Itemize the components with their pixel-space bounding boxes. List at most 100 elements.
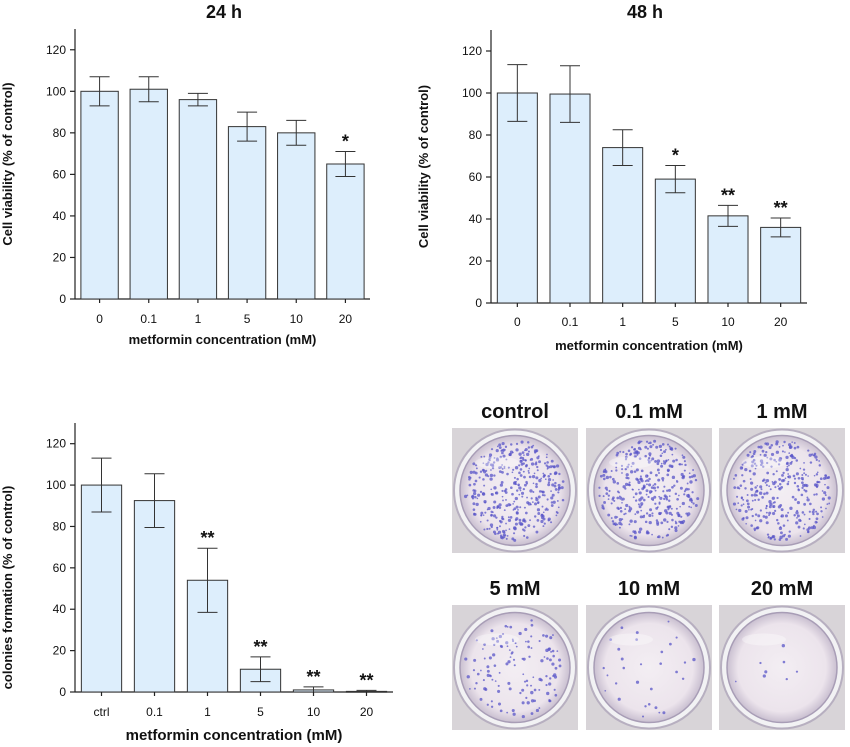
colony-dot <box>751 508 754 510</box>
colony-dot <box>744 487 747 490</box>
colony-dot <box>538 677 542 682</box>
colony-dot <box>538 707 541 710</box>
colony-dot <box>536 465 539 469</box>
colony-dot <box>821 497 826 501</box>
colony-dot <box>665 498 669 501</box>
colony-dot <box>778 446 781 448</box>
colony-dot <box>473 658 477 662</box>
colony-dot <box>772 501 775 504</box>
colony-dot <box>765 521 769 525</box>
colony-dot <box>795 670 799 673</box>
colony-dot <box>622 451 625 454</box>
colony-dot <box>538 639 541 643</box>
colony-dot <box>758 491 763 495</box>
colony-dot <box>631 488 634 491</box>
colony-dot <box>551 493 555 497</box>
colony-dot <box>801 486 804 490</box>
colony-dot <box>521 528 525 531</box>
colony-dot <box>484 511 487 514</box>
colony-dot <box>520 462 524 466</box>
colony-dot <box>639 663 643 666</box>
colony-dot <box>618 526 621 529</box>
bar <box>496 92 538 304</box>
colony-dot <box>681 677 685 681</box>
x-tick-label: 1 <box>195 312 202 326</box>
colony-dot <box>801 481 804 485</box>
colony-dot <box>604 689 607 692</box>
bar <box>654 178 696 304</box>
colony-dot <box>688 505 691 508</box>
colony-dot <box>619 506 623 510</box>
colony-dot <box>770 465 773 468</box>
dish-glare <box>609 456 653 469</box>
colony-dot <box>598 494 601 498</box>
colony-dot <box>521 688 525 692</box>
colony-dot <box>508 687 512 691</box>
colony-dot <box>506 534 509 537</box>
colony-dot <box>519 489 522 492</box>
colony-dot <box>498 519 502 523</box>
colony-dot <box>472 508 476 511</box>
colony-dot <box>507 518 512 522</box>
significance-marker: * <box>672 145 679 165</box>
colony-dot <box>692 502 695 505</box>
colony-dot <box>606 674 609 677</box>
colony-dot <box>765 507 768 510</box>
colony-dot <box>530 635 533 638</box>
colony-dot <box>547 517 551 521</box>
colony-dot <box>820 506 823 509</box>
dish-medium <box>593 611 705 724</box>
colony-dot <box>492 506 496 509</box>
colony-dot <box>674 447 677 450</box>
colony-dot <box>619 509 623 513</box>
colony-dot <box>561 498 565 502</box>
colony-dot <box>523 475 526 479</box>
colony-dot <box>656 459 661 463</box>
colony-dot <box>530 684 533 687</box>
colony-dot <box>753 462 757 465</box>
colony-dot <box>552 654 555 658</box>
colony-dot <box>554 693 558 697</box>
colony-dot <box>654 489 657 492</box>
colony-dot <box>671 518 674 522</box>
colony-dot <box>549 677 552 680</box>
colony-dot <box>482 514 485 517</box>
colony-dot <box>477 493 481 497</box>
colony-dot <box>684 489 687 491</box>
colony-dot <box>475 464 478 467</box>
colony-dot <box>464 657 468 661</box>
colony-dot <box>518 518 522 522</box>
colony-dot <box>541 505 544 508</box>
colony-dot <box>744 461 747 464</box>
colony-dot <box>469 470 473 475</box>
colony-dot <box>543 522 546 525</box>
colony-dot <box>486 519 489 522</box>
colony-dot <box>640 502 644 506</box>
colony-dot <box>786 482 790 486</box>
colony-dot <box>781 450 784 453</box>
colony-dot <box>545 675 548 678</box>
colony-dot <box>480 455 483 458</box>
x-axis-label: metformin concentration (mM) <box>555 338 743 353</box>
colony-dot <box>472 491 477 496</box>
colony-dot <box>501 489 504 493</box>
colony-dot <box>630 446 634 449</box>
colony-dot <box>752 452 756 456</box>
colony-dot <box>561 480 565 483</box>
colony-dot <box>764 515 768 519</box>
colony-dot <box>809 461 813 464</box>
colony-dot <box>768 511 772 515</box>
colony-dot <box>687 488 690 491</box>
colony-dot <box>625 503 629 508</box>
colony-dot <box>659 662 662 665</box>
colony-dot <box>475 639 478 642</box>
colony-dot <box>828 502 831 505</box>
colony-dot <box>747 505 751 509</box>
colony-dot <box>656 536 659 539</box>
y-tick-label: 80 <box>53 126 67 140</box>
colony-dot <box>795 472 799 476</box>
colony-dot <box>550 521 553 524</box>
colony-dot <box>545 464 548 467</box>
colony-dot <box>536 469 539 472</box>
colony-dot <box>554 471 558 475</box>
